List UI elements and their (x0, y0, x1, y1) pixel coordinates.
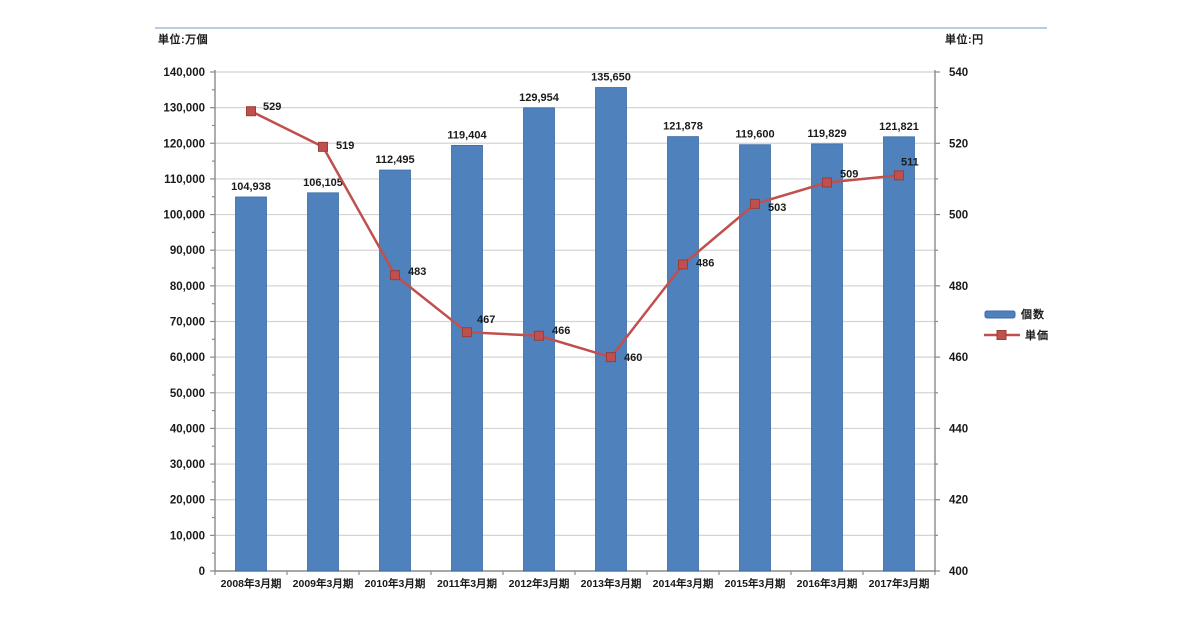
line-value-label: 519 (336, 140, 354, 152)
left-axis-tick-label: 140,000 (163, 67, 205, 79)
line-value-label: 460 (624, 352, 642, 364)
bar-value-label: 112,495 (375, 154, 414, 166)
x-axis-category-label: 2012年3月期 (509, 577, 570, 590)
axis-ticks (210, 71, 940, 575)
left-axis-tick-label: 30,000 (170, 459, 205, 471)
line-value-label: 483 (408, 266, 426, 278)
bar (883, 136, 915, 572)
line-path (250, 110, 900, 359)
left-axis-tick-label: 100,000 (163, 210, 205, 222)
right-axis-tick-label: 500 (949, 210, 968, 222)
right-axis-tick-labels: 400 420 440 460 480 500 520 540 (949, 67, 968, 578)
right-axis-tick-label: 520 (949, 138, 968, 150)
right-axis-tick-label: 440 (949, 423, 968, 435)
line-marker (606, 352, 616, 363)
right-axis-tick-label: 460 (949, 352, 968, 364)
left-axis-tick-label: 10,000 (170, 530, 205, 542)
bar-value-label: 129,954 (519, 92, 560, 104)
line-marker (534, 330, 544, 341)
line-marker (318, 141, 328, 152)
bar (595, 87, 627, 572)
line-value-label: 509 (840, 168, 858, 180)
bar (811, 143, 843, 572)
left-axis-tick-label: 80,000 (170, 281, 205, 293)
x-axis-category-label: 2014年3月期 (653, 577, 714, 590)
bar (451, 145, 483, 572)
right-axis-tick-label: 400 (949, 566, 968, 578)
line-value-label: 529 (263, 101, 281, 113)
left-axis-tick-label: 0 (199, 566, 205, 578)
x-axis-category-label: 2009年3月期 (293, 577, 354, 590)
left-axis-tick-label: 110,000 (164, 174, 205, 186)
bar (307, 192, 339, 572)
bar-series-swatch-icon (984, 310, 1016, 318)
right-axis-tick-label: 480 (949, 281, 968, 293)
x-axis-category-label: 2013年3月期 (581, 577, 642, 590)
legend-label-bar-series: 個数 (1021, 309, 1045, 321)
left-axis-tick-label: 50,000 (170, 388, 205, 400)
bar-value-label: 104,938 (231, 181, 271, 193)
line-value-label: 503 (768, 202, 786, 214)
x-axis-category-labels: 2008年3月期 2009年3月期 2010年3月期 2011年3月期 2012年3月期… (221, 577, 930, 590)
bar-value-label: 121,878 (663, 121, 703, 133)
legend-item-bar-series: 個数 (984, 307, 1049, 321)
bar-value-label: 106,105 (303, 177, 343, 189)
x-axis-category-label: 2010年3月期 (365, 577, 426, 590)
left-axis-tick-label: 120,000 (163, 138, 205, 150)
line-marker (894, 170, 904, 181)
line-series: 529 519 483 467 466 460 486 503 509 511 (246, 101, 919, 364)
legend-item-line-series: 単価 (984, 328, 1049, 342)
line-series-swatch-icon (984, 330, 1020, 340)
bar-value-label: 119,829 (807, 128, 846, 140)
line-value-label: 467 (477, 314, 495, 326)
bar-value-label: 119,600 (735, 129, 774, 141)
line-marker (246, 106, 256, 117)
line-value-label: 486 (696, 257, 714, 269)
chart-legend: 個数 単価 (984, 307, 1049, 342)
right-axis-tick-label: 420 (949, 495, 968, 507)
left-axis-tick-label: 40,000 (170, 423, 205, 435)
line-marker (750, 198, 760, 209)
line-value-label: 511 (901, 156, 919, 168)
right-axis-unit-label: 単位:円 (945, 34, 984, 46)
line-marker (462, 327, 472, 338)
left-axis-tick-label: 20,000 (170, 495, 205, 507)
left-axis-tick-label: 60,000 (170, 352, 205, 364)
x-axis-category-label: 2016年3月期 (797, 577, 858, 590)
bar-series: 104,938 106,105 112,495 119,404 129,954 135,6… (231, 72, 919, 572)
left-axis-tick-labels: 0 10,000 20,000 30,000 40,000 50,000 60,000 70,… (163, 67, 205, 578)
bar-value-label: 135,650 (591, 72, 631, 84)
bar-value-label: 121,821 (879, 121, 919, 133)
bar (379, 169, 411, 572)
left-axis-tick-label: 70,000 (170, 317, 205, 329)
left-axis-unit-label: 単位:万個 (158, 34, 209, 46)
left-axis-tick-label: 130,000 (163, 103, 205, 115)
x-axis-category-label: 2015年3月期 (725, 577, 786, 590)
legend-label-line-series: 単価 (1025, 330, 1049, 342)
bar (667, 136, 699, 572)
line-marker (678, 259, 688, 270)
right-axis-tick-label: 540 (949, 67, 968, 79)
x-axis-category-label: 2017年3月期 (869, 577, 930, 590)
top-divider-rule (155, 27, 1047, 29)
line-value-label: 466 (552, 325, 570, 337)
bar (739, 144, 771, 572)
bar-value-label: 119,404 (447, 129, 487, 141)
x-axis-category-label: 2011年3月期 (437, 577, 497, 590)
bar (235, 196, 267, 572)
line-marker (390, 270, 400, 281)
left-axis-tick-label: 90,000 (170, 245, 205, 257)
x-axis-category-label: 2008年3月期 (221, 577, 282, 590)
line-marker (822, 177, 832, 188)
